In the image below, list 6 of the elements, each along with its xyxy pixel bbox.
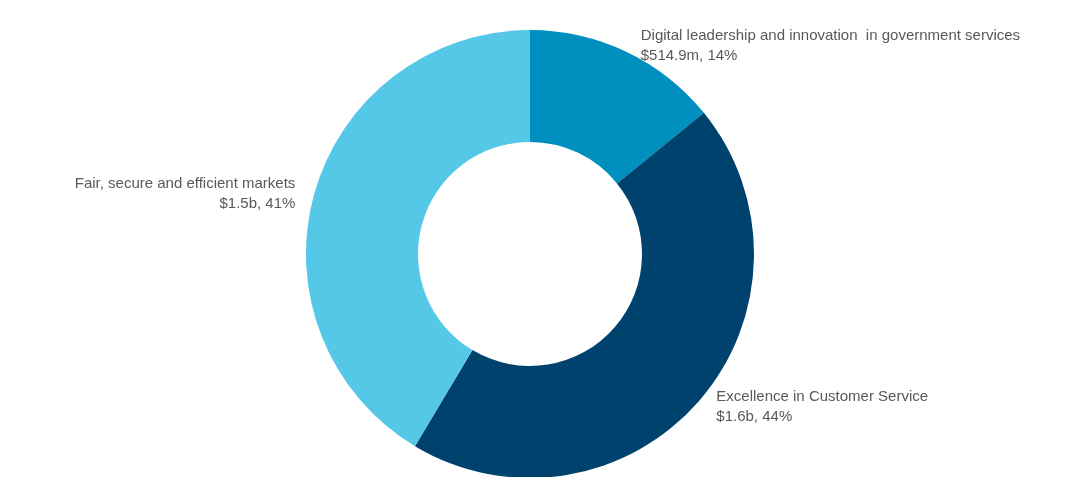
- slice-label: Fair, secure and efficient markets: [74, 173, 296, 191]
- data-label: $1.6b, 44%: [716, 407, 793, 425]
- slice-label: Excellence in Customer Service: [716, 387, 929, 405]
- data-label: $1.5b, 41%: [219, 193, 296, 211]
- data-label: $514.9m, 14%: [640, 46, 738, 64]
- slice-label: Digital leadership and innovation in government services: [640, 26, 1021, 44]
